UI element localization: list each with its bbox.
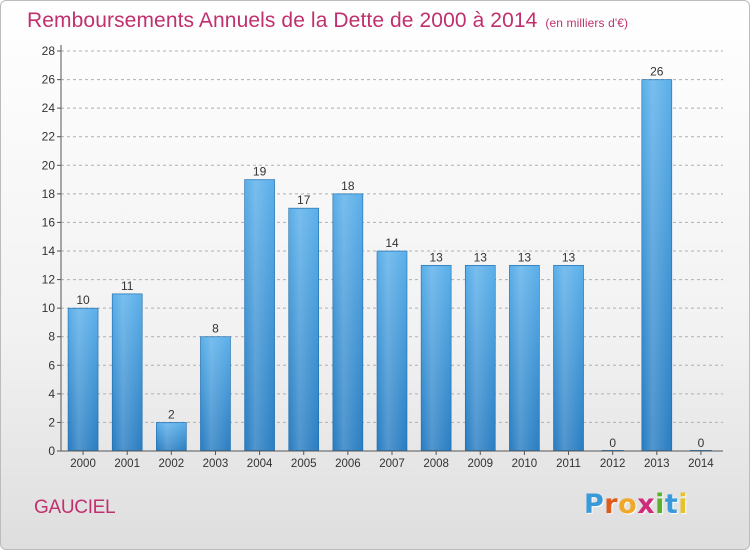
logo-letter: r <box>604 489 619 520</box>
logo-letter: o <box>618 489 638 520</box>
bar-shine <box>69 309 98 450</box>
data-label: 0 <box>609 436 616 450</box>
logo-letter: P <box>584 489 605 520</box>
data-label: 13 <box>562 250 576 264</box>
data-label: 11 <box>121 279 134 293</box>
x-tick-label: 2003 <box>203 458 229 470</box>
y-tick-label: 22 <box>42 130 56 144</box>
y-tick-label: 6 <box>48 358 55 372</box>
y-tick-label: 20 <box>42 158 56 172</box>
data-label: 17 <box>297 193 311 207</box>
bar-shine <box>510 266 539 450</box>
bars <box>67 79 712 452</box>
data-label: 13 <box>518 250 532 264</box>
proxiti-logo[interactable]: Proxiti <box>584 489 688 520</box>
logo-letter: x <box>637 489 656 520</box>
x-tick-label: 2002 <box>159 458 185 470</box>
bar-shine <box>554 266 583 450</box>
chart-subtitle: (en milliers d'€) <box>545 16 629 30</box>
x-tick-label: 2013 <box>644 458 670 470</box>
y-tick-label: 4 <box>48 387 55 401</box>
x-tick-label: 2008 <box>423 458 449 470</box>
y-tick-label: 18 <box>42 187 56 201</box>
y-tick-label: 10 <box>42 301 56 315</box>
commune-name: GAUCIEL <box>34 497 116 518</box>
data-label: 13 <box>429 250 443 264</box>
data-label: 0 <box>698 436 705 450</box>
y-tick-label: 2 <box>48 415 55 429</box>
data-label: 14 <box>385 236 399 250</box>
logo-letter: i <box>678 489 689 520</box>
y-tick-label: 8 <box>48 330 55 344</box>
logo-letter: i <box>655 489 665 520</box>
x-tick-label: 2010 <box>512 458 538 470</box>
data-label: 13 <box>474 250 488 264</box>
x-tick-label: 2014 <box>688 458 714 470</box>
x-tick-label: 2001 <box>114 458 140 470</box>
x-tick-label: 2009 <box>467 458 493 470</box>
y-tick-label: 24 <box>42 101 56 115</box>
x-tick-label: 2005 <box>291 458 317 470</box>
data-label: 2 <box>168 407 175 421</box>
y-tick-label: 26 <box>42 73 56 87</box>
y-tick-label: 12 <box>42 273 56 287</box>
logo-letter: t <box>664 489 679 520</box>
x-tick-label: 2004 <box>247 458 273 470</box>
labels: 10 11 2 8 19 17 18 14 13 13 13 13 0 26 0 <box>76 65 704 450</box>
data-label: 26 <box>650 65 664 79</box>
bar-shine <box>245 180 274 451</box>
y-tick-label: 14 <box>42 244 56 258</box>
bar-shine <box>333 194 362 450</box>
data-label: 19 <box>253 165 267 179</box>
x-tick-label: 2011 <box>556 458 581 470</box>
bar-shine <box>466 266 495 450</box>
bar-shine <box>422 266 451 450</box>
chart-title: Remboursements Annuels de la Dette de 20… <box>27 9 629 32</box>
y-tick-label: 0 <box>48 444 55 458</box>
data-label: 18 <box>341 179 355 193</box>
bar-shine <box>113 294 142 450</box>
bar-shine <box>157 423 186 450</box>
x-tick-label: 2000 <box>70 458 96 470</box>
bar-shine <box>642 80 671 451</box>
x-tick-label: 2006 <box>335 458 361 470</box>
bar-shine <box>201 337 230 450</box>
y-tick-label: 16 <box>42 215 56 229</box>
data-label: 10 <box>76 293 90 307</box>
y-tick-label: 28 <box>42 44 56 58</box>
bar-shine <box>378 252 406 450</box>
bar-shine <box>289 209 318 450</box>
x-tick-label: 2007 <box>379 458 405 470</box>
data-label: 8 <box>212 322 219 336</box>
x-tick-label: 2012 <box>600 458 626 470</box>
